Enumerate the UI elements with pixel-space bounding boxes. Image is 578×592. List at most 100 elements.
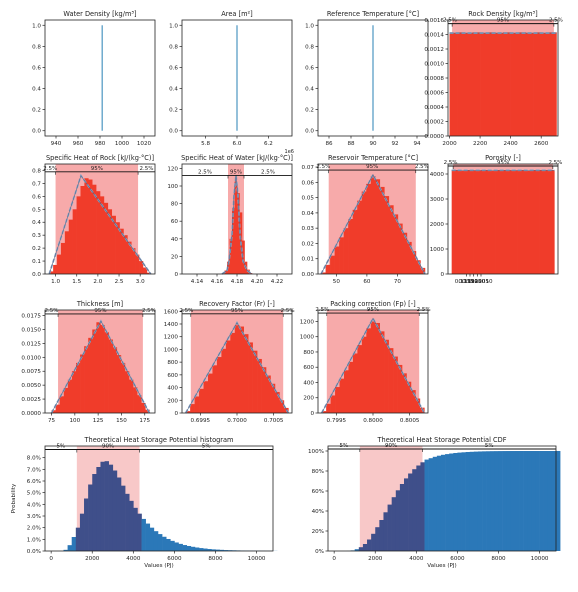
- histogram-bar: [139, 261, 144, 274]
- x-tick-label: 2.5: [115, 279, 124, 285]
- chart-title: Rock Density [kg/m³]: [468, 10, 537, 18]
- histogram-bar: [482, 451, 487, 551]
- interval-label-high: 2.5%: [261, 169, 275, 175]
- histogram-bar: [366, 183, 372, 274]
- histogram-bar: [229, 238, 233, 274]
- y-tick-label: 0.0014: [424, 33, 444, 39]
- y-tick-label: 0.0: [32, 129, 41, 135]
- histogram-bar: [472, 32, 481, 137]
- y-tick-label: 1.0: [169, 23, 178, 29]
- histogram-bar: [408, 473, 413, 551]
- histogram-bar: [96, 191, 101, 274]
- y-tick-label: 20%: [312, 529, 324, 535]
- histogram-bar: [104, 332, 109, 413]
- y-tick-label: 0.8: [32, 168, 41, 174]
- histogram-bar: [411, 251, 417, 274]
- histogram-bar: [371, 533, 376, 551]
- histogram-bar: [227, 550, 233, 551]
- histogram-bar: [415, 260, 421, 274]
- histogram-bar: [393, 356, 398, 413]
- histogram-bar: [466, 170, 474, 274]
- x-tick-label: 10000: [248, 556, 266, 562]
- histogram-bar: [194, 396, 200, 413]
- histogram-bar: [100, 325, 105, 413]
- histogram-bar: [119, 228, 124, 274]
- histogram-bar: [124, 371, 130, 413]
- histogram-bar: [404, 478, 409, 551]
- x-tick-label: 6.0: [233, 141, 242, 147]
- histogram-bar: [76, 196, 81, 274]
- y-tick-label: 8.0%: [27, 456, 41, 462]
- y-tick-label: 1400: [164, 322, 179, 328]
- y-tick-label: 0.2: [32, 108, 41, 114]
- histogram-bar: [539, 451, 544, 551]
- histogram-bar: [88, 484, 93, 551]
- histogram-bar: [141, 518, 146, 551]
- x-tick-label: 75: [48, 418, 56, 424]
- x-tick-label: 0.12005: [466, 279, 490, 285]
- x-tick-label: 125: [93, 418, 104, 424]
- histogram-bar: [274, 392, 280, 413]
- pdf-curve-core: [185, 322, 289, 414]
- histogram-bar: [266, 375, 271, 413]
- histogram-bar: [92, 329, 97, 413]
- x-tick-label: 1020: [137, 141, 152, 147]
- histogram-bar: [494, 451, 499, 551]
- histogram-bar: [335, 387, 340, 413]
- histogram-bar: [166, 538, 171, 551]
- histogram-bar: [80, 186, 85, 274]
- histogram-bar: [51, 410, 56, 413]
- histogram-bar: [459, 171, 467, 274]
- histogram-bar: [488, 171, 496, 274]
- histogram-bar: [225, 340, 231, 413]
- y-tick-label: 3.0%: [27, 514, 41, 520]
- y-tick-label: 0.6: [32, 65, 41, 71]
- chart-title: Thickness [m]: [76, 300, 123, 308]
- x-tick-label: 2.0: [93, 279, 102, 285]
- interval-label-mid: 95%: [366, 164, 378, 170]
- y-tick-label: 0.0: [32, 272, 41, 278]
- histogram-bar: [453, 453, 458, 551]
- histogram-bar: [357, 200, 363, 274]
- x-tick-label: 5.8: [201, 141, 210, 147]
- chart-title: Theoretical Heat Storage Potential histo…: [84, 436, 234, 444]
- histogram-bar: [137, 513, 142, 551]
- chart-title: Water Density [kg/m³]: [63, 10, 136, 18]
- histogram-bar: [326, 403, 331, 413]
- y-tick-label: 1000: [430, 247, 445, 253]
- x-tick-label: 2200: [473, 141, 488, 147]
- axis-offset-text: 1e6: [285, 149, 294, 155]
- y-tick-label: 0.4: [305, 87, 314, 93]
- y-tick-label: 5.0%: [27, 491, 41, 497]
- histogram-bar: [348, 361, 354, 413]
- interval-label-high: 2.5%: [548, 160, 562, 166]
- histogram-bar: [270, 383, 276, 413]
- histogram-bar: [397, 223, 403, 274]
- histogram-bar: [402, 373, 407, 413]
- y-tick-label: 0.2: [169, 108, 178, 114]
- histogram-bar: [199, 388, 204, 413]
- x-tick-label: 3.0: [136, 279, 145, 285]
- x-tick-label: 4.16: [211, 279, 224, 285]
- histogram-bar: [440, 454, 446, 551]
- histogram-bar: [279, 400, 285, 413]
- histogram-bar: [547, 170, 555, 274]
- y-tick-label: 0.0010: [424, 62, 444, 68]
- y-tick-label: 0.0016: [424, 18, 444, 24]
- y-tick-label: 0.03: [302, 226, 315, 232]
- histogram-bar: [120, 362, 126, 413]
- histogram-bar: [352, 209, 358, 274]
- interval-label-mid: 95%: [231, 308, 243, 314]
- histogram-bar: [88, 179, 93, 274]
- x-tick-label: 88: [347, 141, 355, 147]
- histogram-bar: [451, 170, 460, 274]
- x-tick-label: 90: [369, 141, 377, 147]
- y-tick-label: 0.0100: [21, 355, 41, 361]
- histogram-bar: [234, 325, 240, 413]
- x-tick-label: 2600: [534, 141, 549, 147]
- histogram-bar: [75, 527, 81, 551]
- y-tick-label: 3000: [430, 197, 445, 203]
- histogram-bar: [53, 264, 58, 274]
- histogram-bar: [129, 379, 134, 413]
